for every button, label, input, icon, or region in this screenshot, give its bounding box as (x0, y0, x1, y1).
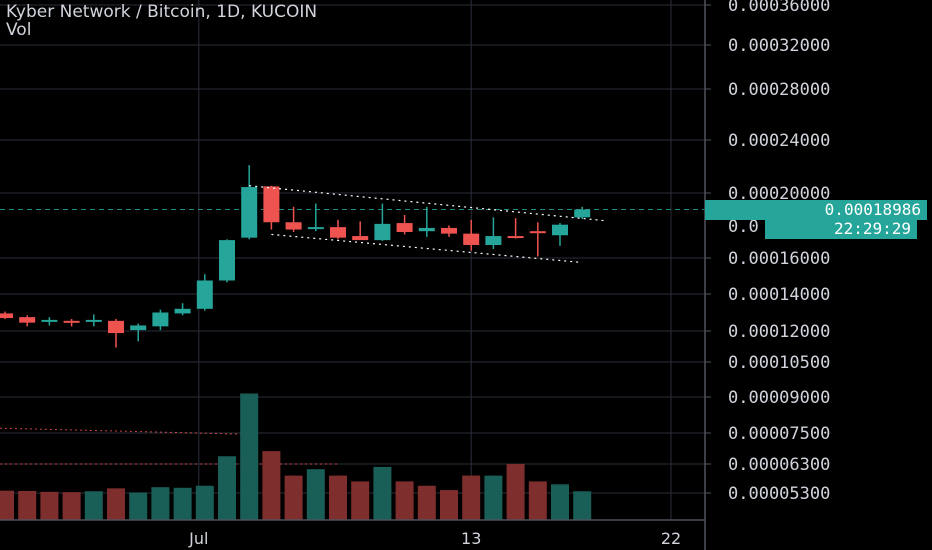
countdown-badge: 22:29:29 (765, 219, 917, 239)
price-tick-label: 0.00032000 (728, 36, 830, 56)
candlesticks (0, 165, 591, 348)
candle-body (396, 223, 413, 232)
volume-bar (240, 393, 259, 520)
chart-levels (0, 208, 705, 465)
price-tick-label: 0.00006300 (728, 455, 830, 475)
candle-body (85, 319, 102, 322)
candle-body (574, 209, 591, 218)
price-tick-label: 0.00036000 (728, 0, 830, 16)
candle-body (108, 320, 124, 334)
price-tick-label-partial: 0.0 (728, 217, 759, 237)
volume-bar (484, 475, 503, 520)
volume-bar (0, 490, 14, 520)
price-tick-label: 0.00009000 (728, 388, 830, 408)
time-tick-label: 13 (461, 529, 481, 548)
volume-bar (151, 487, 170, 520)
candle-body (507, 236, 524, 239)
volume-bar (528, 481, 547, 520)
time-axis[interactable]: Jul 13 22 (0, 519, 705, 548)
candle-body (130, 325, 147, 331)
candle-body (0, 313, 13, 319)
volume-bars (0, 393, 592, 520)
candle-body (285, 222, 302, 230)
trendline (271, 233, 583, 264)
price-tick-label: 0.00028000 (728, 80, 830, 100)
price-tick-label: 0.00020000 (728, 184, 830, 204)
volume-bar (329, 475, 347, 520)
volume-bar (173, 487, 192, 520)
candle-body (219, 240, 235, 281)
level-line (0, 427, 250, 435)
volume-bar (462, 475, 481, 520)
chart-grid (0, 0, 705, 520)
candle-body (463, 233, 480, 245)
time-tick-label: 22 (661, 529, 681, 548)
volume-bar (129, 492, 148, 520)
candle-body (263, 186, 280, 223)
volume-indicator-label[interactable]: Vol (6, 20, 32, 40)
volume-bar (18, 490, 37, 520)
candle-body (418, 227, 435, 232)
price-axis[interactable]: 0.00036000 0.00032000 0.00028000 0.00024000… (704, 0, 830, 550)
price-tick-label: 0.00007500 (728, 424, 830, 444)
volume-bar (395, 481, 414, 520)
volume-bar (107, 488, 125, 520)
volume-bar (573, 491, 592, 520)
candle-body (19, 317, 36, 323)
last-price-badge: 0.00018986 (705, 200, 927, 220)
candle-body (241, 187, 258, 238)
volume-bar (262, 451, 281, 520)
volume-bar (195, 485, 214, 520)
symbol-title[interactable]: Kyber Network / Bitcoin, 1D, KUCOIN (6, 2, 318, 22)
volume-bar (351, 481, 370, 520)
candle-body (352, 236, 369, 241)
volume-bar (417, 485, 436, 520)
volume-bar (373, 466, 392, 520)
volume-bar (306, 469, 325, 520)
trendlines[interactable] (249, 185, 605, 264)
candle-body (552, 224, 568, 236)
candle-body (330, 227, 346, 238)
candle-body (152, 312, 169, 327)
price-tick-label: 0.00005300 (728, 484, 830, 504)
candle-body (174, 308, 191, 314)
volume-bar (40, 491, 59, 520)
price-tick-label: 0.00010500 (728, 353, 830, 373)
volume-bar (284, 475, 303, 520)
time-tick-label: Jul (188, 529, 208, 548)
candle-body (374, 223, 391, 241)
volume-bar (218, 456, 236, 520)
price-tick-label: 0.00014000 (728, 285, 830, 305)
price-tick-label: 0.00024000 (728, 131, 830, 151)
volume-bar (551, 484, 569, 520)
volume-bar (62, 492, 81, 520)
candle-body (63, 320, 80, 323)
candle-body (41, 319, 58, 322)
volume-bar (84, 491, 103, 520)
candle-body (441, 227, 457, 234)
price-tick-label: 0.00012000 (728, 322, 830, 342)
candle-body (529, 231, 546, 234)
price-tick-label: 0.00016000 (728, 249, 830, 269)
volume-bar (506, 464, 525, 520)
candle-body (196, 280, 213, 309)
candle-body (485, 236, 502, 245)
volume-bar (440, 490, 458, 520)
candle-body (307, 227, 324, 230)
